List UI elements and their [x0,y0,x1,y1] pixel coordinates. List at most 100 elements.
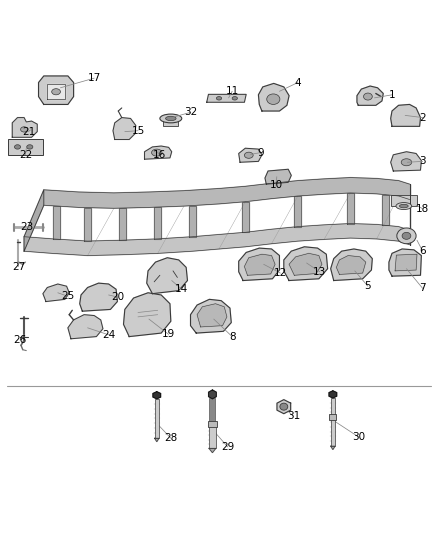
Ellipse shape [244,152,253,158]
Polygon shape [12,118,37,138]
Polygon shape [47,84,65,99]
Bar [8,140,43,155]
Bar [329,414,336,420]
Polygon shape [24,223,410,255]
Polygon shape [382,195,389,225]
Ellipse shape [52,88,60,95]
Polygon shape [80,283,117,311]
Polygon shape [68,314,103,339]
Text: 13: 13 [313,266,326,277]
Text: 17: 17 [88,73,101,83]
Text: 31: 31 [287,411,300,421]
Text: 28: 28 [164,433,177,443]
Ellipse shape [402,232,411,239]
Text: 4: 4 [294,77,301,87]
Polygon shape [277,400,291,414]
Bar [209,398,215,422]
Text: 9: 9 [257,148,264,158]
Text: 26: 26 [14,335,27,345]
Bar [163,120,178,126]
Ellipse shape [397,228,416,244]
Text: 16: 16 [153,150,166,160]
Polygon shape [147,258,187,294]
Text: 7: 7 [419,284,426,293]
Text: 24: 24 [102,330,115,340]
Bar [155,399,159,438]
Ellipse shape [27,145,33,149]
Text: 18: 18 [416,204,429,214]
Ellipse shape [399,204,408,208]
Polygon shape [265,169,291,184]
Ellipse shape [21,127,28,132]
Text: 32: 32 [184,107,197,117]
Polygon shape [119,208,126,240]
Polygon shape [391,104,420,126]
Polygon shape [357,86,383,106]
Text: 23: 23 [21,222,34,232]
Text: 27: 27 [12,262,25,271]
Text: 15: 15 [131,126,145,136]
Text: 8: 8 [229,332,236,342]
Ellipse shape [14,145,21,149]
Polygon shape [239,148,262,162]
Polygon shape [395,254,417,271]
Polygon shape [191,300,231,333]
Polygon shape [155,438,159,442]
Ellipse shape [232,96,237,100]
Bar [208,421,217,427]
Text: 10: 10 [269,181,283,190]
Text: 6: 6 [419,246,426,256]
Text: 19: 19 [162,329,175,340]
Polygon shape [39,76,74,104]
Ellipse shape [364,93,372,100]
Ellipse shape [152,149,162,156]
Ellipse shape [396,203,412,209]
Polygon shape [208,390,216,399]
Text: 1: 1 [389,90,396,100]
Polygon shape [239,248,279,280]
Text: 14: 14 [175,284,188,294]
Polygon shape [84,207,91,241]
Polygon shape [389,249,421,276]
Polygon shape [197,304,227,327]
Bar [209,422,216,448]
Ellipse shape [166,116,176,120]
Polygon shape [124,293,171,336]
Text: 2: 2 [419,112,426,123]
Polygon shape [336,255,366,274]
Bar [391,195,417,206]
Text: 11: 11 [226,86,239,96]
Polygon shape [53,206,60,239]
Polygon shape [258,84,289,111]
Polygon shape [209,448,216,453]
Text: 29: 29 [221,442,234,452]
Polygon shape [113,118,136,140]
Polygon shape [24,190,44,251]
Polygon shape [391,152,421,171]
Text: 12: 12 [274,268,287,278]
Polygon shape [145,146,172,159]
Bar [331,398,335,446]
Ellipse shape [401,159,412,166]
Text: 25: 25 [61,291,74,301]
Polygon shape [44,177,410,208]
Ellipse shape [216,96,222,100]
Text: 22: 22 [19,150,32,160]
Polygon shape [331,446,335,449]
Polygon shape [347,193,354,223]
Polygon shape [43,284,69,302]
Polygon shape [207,94,246,102]
Ellipse shape [267,94,280,104]
Polygon shape [294,196,301,227]
Polygon shape [189,206,196,237]
Polygon shape [331,249,372,280]
Polygon shape [242,201,249,232]
Text: 3: 3 [419,156,426,166]
Polygon shape [289,253,322,275]
Text: 21: 21 [22,127,35,136]
Polygon shape [244,254,275,275]
Polygon shape [154,207,161,239]
Text: 5: 5 [364,281,371,291]
Polygon shape [329,391,337,398]
Ellipse shape [280,403,288,410]
